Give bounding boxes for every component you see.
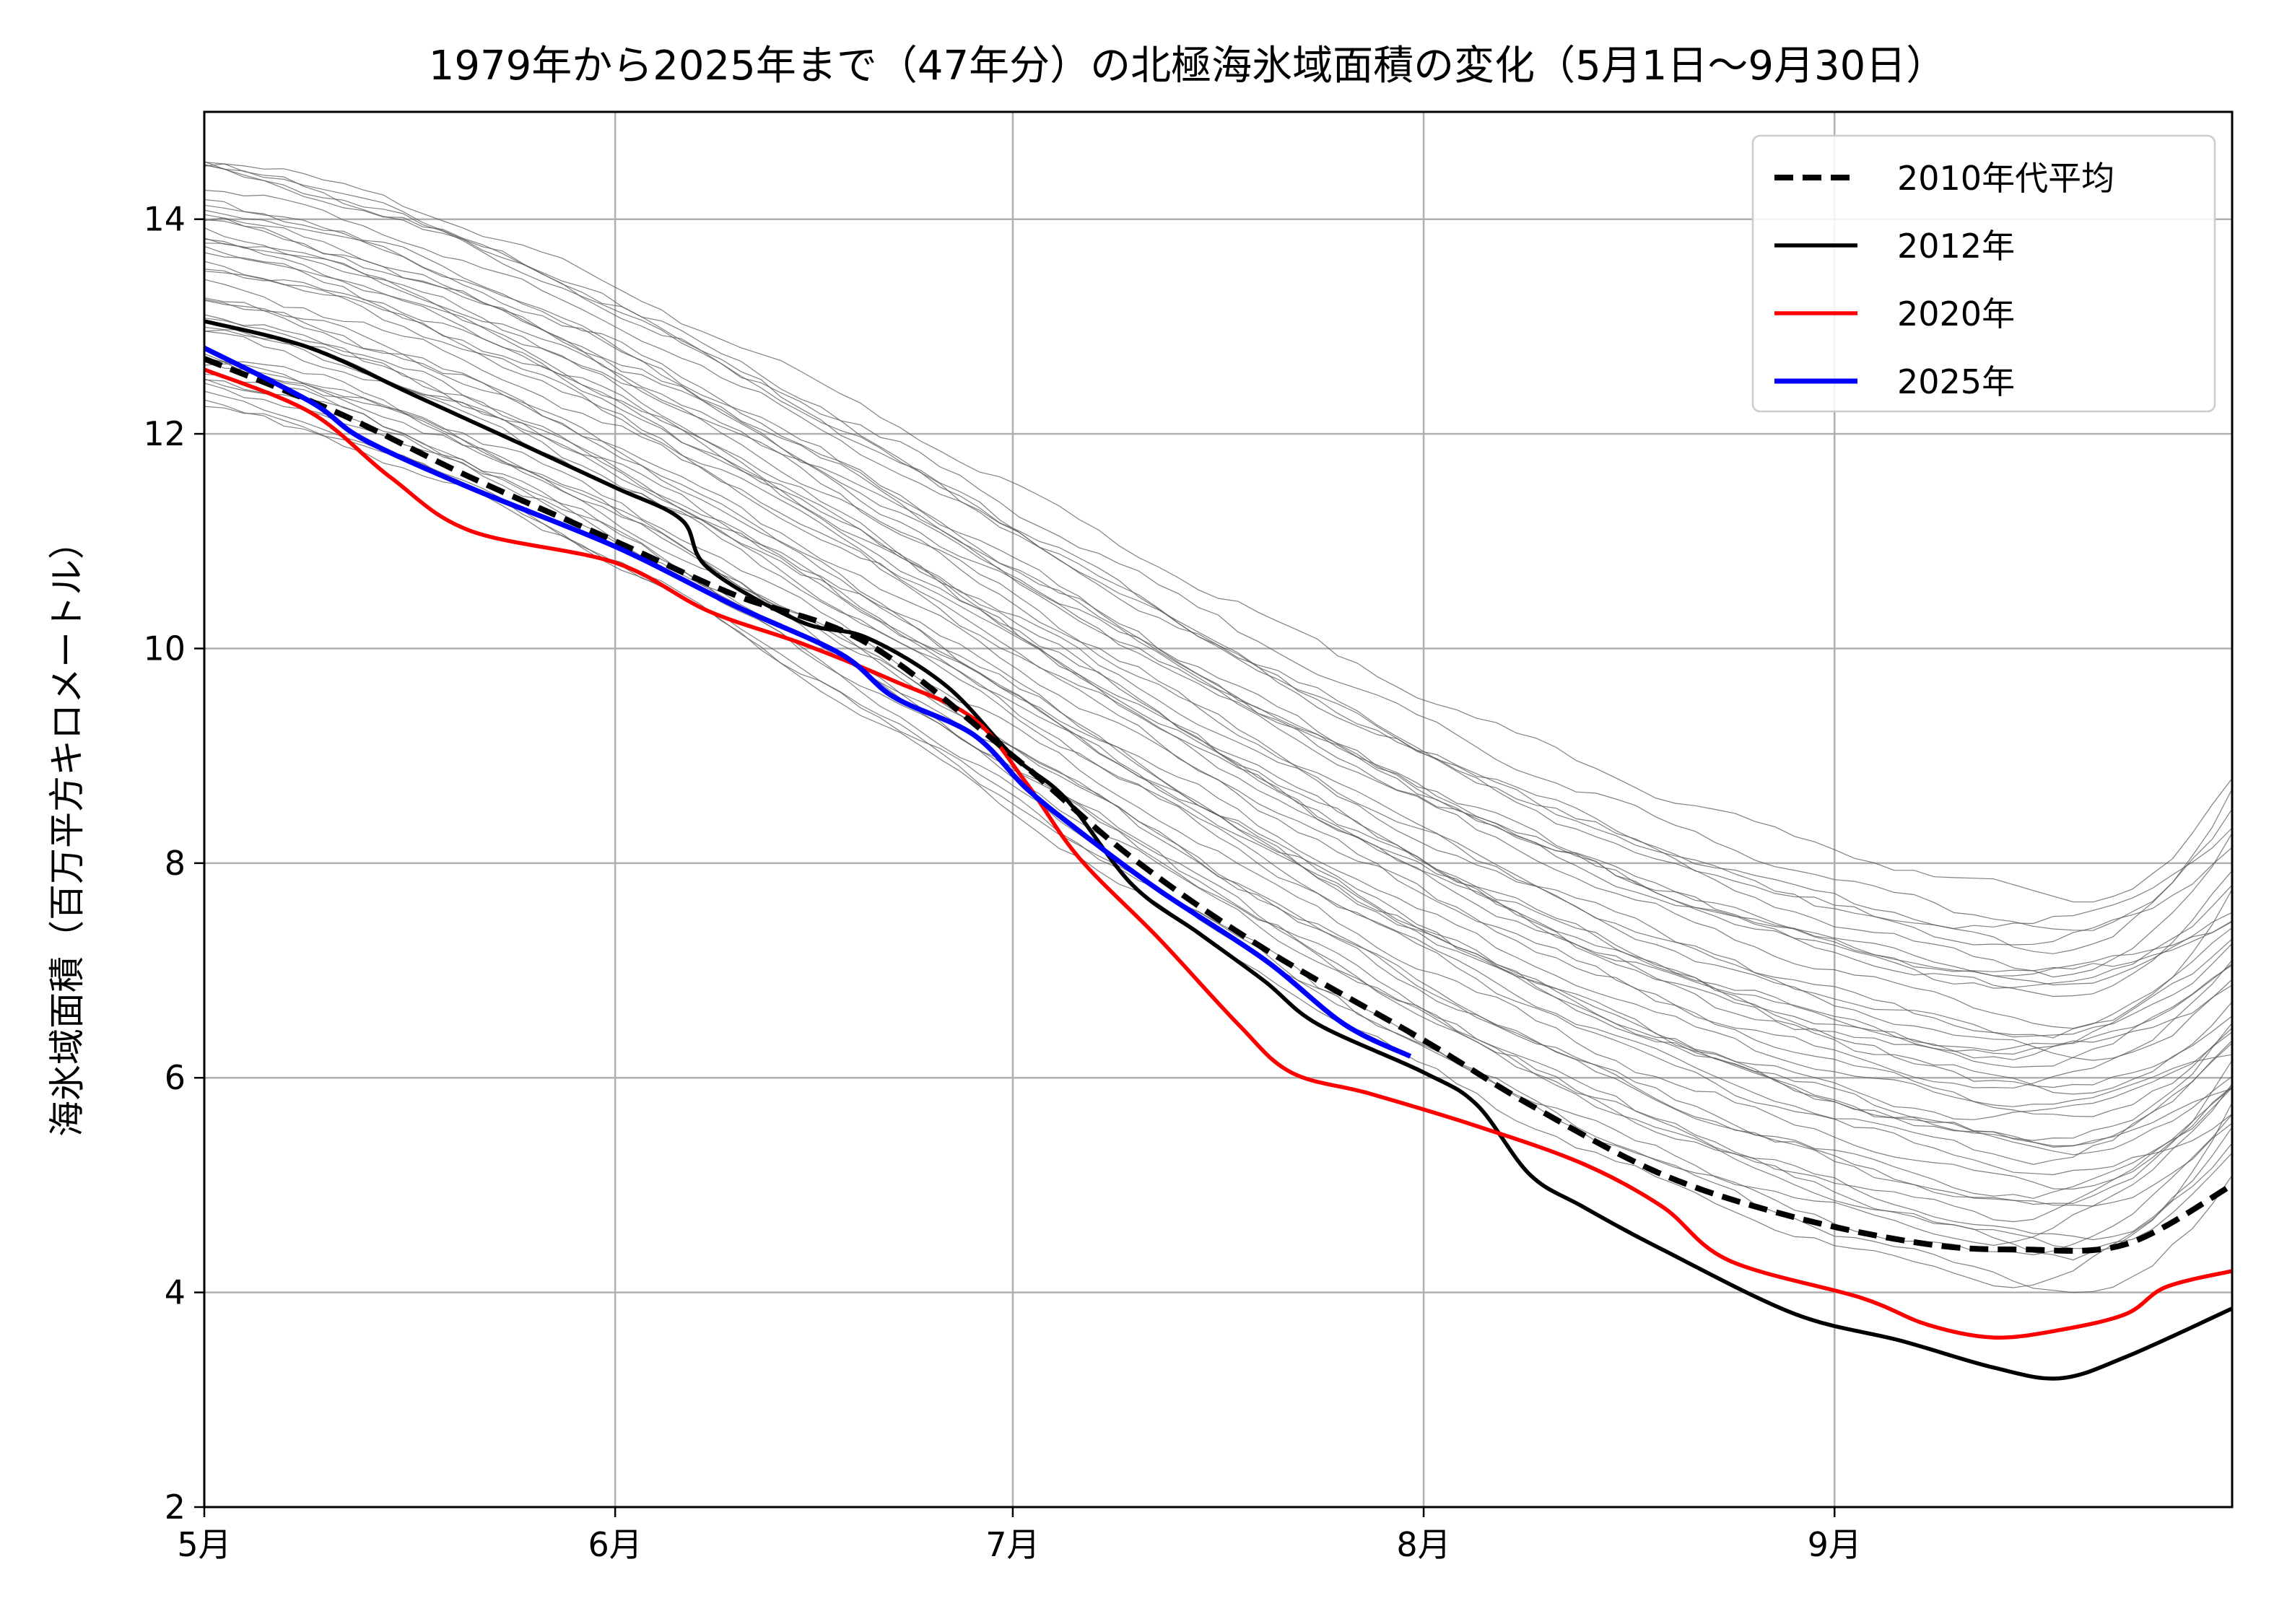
x-tick-label: 6月 bbox=[588, 1525, 642, 1564]
series-line-1 bbox=[204, 319, 2234, 1381]
year-trace bbox=[204, 320, 2233, 1120]
year-trace bbox=[204, 300, 2233, 1147]
year-trace bbox=[204, 165, 2233, 931]
year-trace bbox=[204, 353, 2233, 1199]
year-trace bbox=[204, 269, 2233, 1061]
year-trace bbox=[204, 357, 2233, 1205]
year-trace bbox=[204, 358, 2233, 1190]
y-tick-label: 12 bbox=[143, 414, 186, 453]
year-trace bbox=[204, 261, 2233, 1088]
year-trace bbox=[204, 329, 2233, 1156]
year-trace bbox=[204, 363, 2233, 1261]
year-trace bbox=[204, 399, 2233, 1247]
year-trace bbox=[204, 379, 2233, 1223]
year-trace bbox=[204, 243, 2233, 997]
y-tick-label: 2 bbox=[165, 1488, 186, 1527]
x-tick-label: 7月 bbox=[985, 1525, 1040, 1564]
x-tick-label: 8月 bbox=[1396, 1525, 1450, 1564]
series-line-0 bbox=[203, 356, 2234, 1254]
year-trace bbox=[204, 390, 2233, 1288]
year-trace bbox=[204, 217, 2233, 1039]
series-line-3 bbox=[203, 345, 1412, 1059]
year-trace bbox=[204, 279, 2233, 1088]
year-trace bbox=[204, 245, 2233, 1055]
legend-label: 2020年 bbox=[1897, 294, 2015, 333]
x-tick-label: 9月 bbox=[1808, 1525, 1862, 1564]
legend-box bbox=[1751, 134, 2216, 413]
year-trace bbox=[204, 198, 2233, 989]
x-tick-label: 5月 bbox=[177, 1525, 231, 1564]
year-trace bbox=[204, 271, 2233, 1095]
legend-label: 2012年 bbox=[1897, 227, 2015, 266]
year-trace bbox=[204, 359, 2233, 1207]
x-axis-ticks: 5月 6月 7月 8月 9月 bbox=[177, 1507, 1862, 1564]
y-tick-label: 10 bbox=[143, 629, 186, 668]
year-trace bbox=[204, 161, 2233, 930]
year-trace bbox=[204, 204, 2233, 986]
year-trace bbox=[204, 214, 2233, 977]
year-trace bbox=[204, 162, 2233, 903]
y-axis-label: 海氷域面積（百万平方キロメートル） bbox=[46, 523, 88, 1137]
y-tick-label: 4 bbox=[165, 1273, 186, 1312]
year-trace bbox=[204, 297, 2233, 1107]
year-trace bbox=[204, 378, 2233, 1249]
legend-label: 2010年代平均 bbox=[1897, 159, 2114, 198]
year-trace bbox=[204, 209, 2233, 972]
y-tick-label: 14 bbox=[143, 200, 186, 239]
y-axis-ticks: 2 4 6 8 10 12 14 bbox=[143, 200, 204, 1527]
legend: 2010年代平均 2012年 2020年 2025年 bbox=[1751, 134, 2216, 413]
year-trace bbox=[204, 326, 2233, 1165]
year-trace bbox=[204, 238, 2233, 1052]
series-line-2 bbox=[203, 367, 2233, 1340]
highlighted-series bbox=[203, 319, 2234, 1381]
chart-title: 1979年から2025年まで（47年分）の北極海氷域面積の変化（5月1日〜9月3… bbox=[429, 43, 1946, 90]
year-trace bbox=[204, 227, 2233, 1038]
year-trace bbox=[204, 164, 2233, 946]
year-trace bbox=[204, 318, 2233, 1148]
legend-label: 2025年 bbox=[1897, 362, 2015, 401]
plot-frame bbox=[203, 110, 2234, 1509]
y-tick-label: 8 bbox=[165, 844, 186, 883]
y-tick-label: 6 bbox=[165, 1058, 186, 1097]
year-trace bbox=[204, 383, 2233, 1241]
